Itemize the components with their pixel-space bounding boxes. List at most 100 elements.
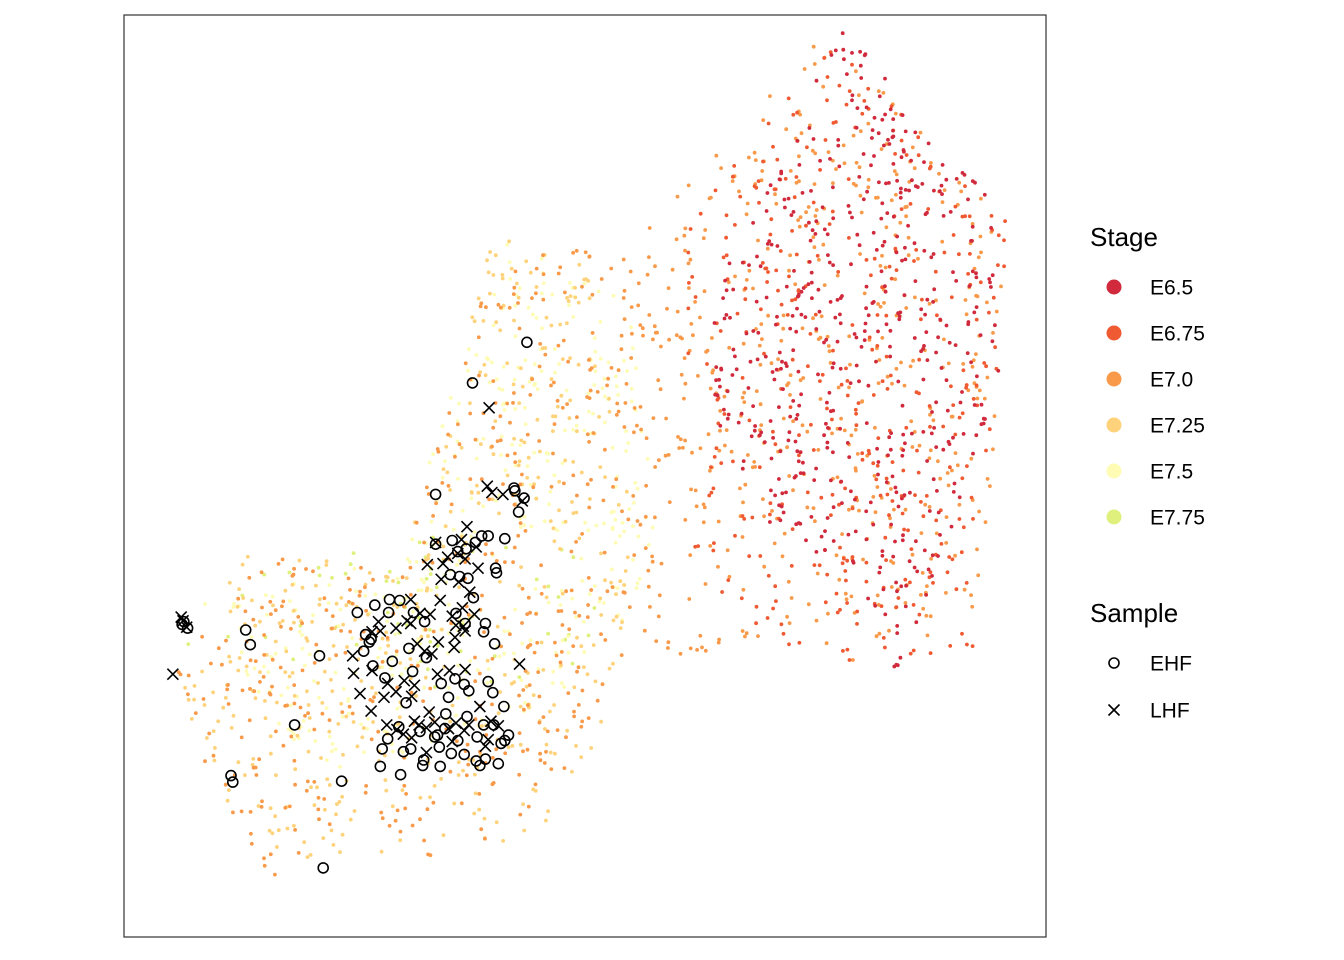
ehf-point <box>335 775 348 788</box>
stage-point <box>914 539 918 544</box>
stage-point <box>539 563 543 568</box>
stage-point <box>559 588 564 593</box>
stage-point <box>801 286 806 290</box>
stage-point <box>497 654 502 659</box>
stage-point <box>759 423 764 427</box>
stage-point <box>522 828 527 833</box>
stage-point <box>869 163 873 168</box>
stage-point <box>724 428 729 432</box>
stage-point <box>843 486 847 491</box>
stage-point <box>501 303 506 308</box>
stage-point <box>702 289 707 294</box>
stage-point <box>330 626 334 631</box>
stage-point <box>753 424 757 428</box>
stage-point <box>580 688 585 693</box>
stage-point <box>974 352 978 356</box>
stage-point <box>626 441 631 445</box>
stage-point <box>348 588 352 592</box>
ehf-point <box>498 532 511 545</box>
stage-point <box>794 252 799 257</box>
stage-point <box>904 583 908 588</box>
stage-point <box>330 575 334 580</box>
stage-point <box>651 337 655 342</box>
stage-point <box>749 434 754 439</box>
stage-point <box>330 749 334 754</box>
stage-point <box>974 317 979 322</box>
stage-point <box>322 669 327 674</box>
stage-point <box>974 275 979 280</box>
stage-point <box>521 749 525 754</box>
stage-point <box>797 453 801 458</box>
stage-point <box>819 314 824 319</box>
stage-point <box>724 313 729 317</box>
stage-point <box>831 185 835 190</box>
stage-point <box>996 263 1000 267</box>
stage-point <box>793 439 798 444</box>
stage-point <box>694 504 699 509</box>
stage-point <box>796 369 801 374</box>
stage-point <box>866 596 870 601</box>
stage-point <box>643 514 648 519</box>
stage-point <box>316 565 321 570</box>
stage-point <box>567 303 571 308</box>
stage-point <box>316 681 320 685</box>
stage-point <box>936 459 940 464</box>
stage-point <box>599 632 603 637</box>
stage-point <box>556 595 561 599</box>
stage-point <box>330 614 335 618</box>
stage-point <box>285 685 290 690</box>
stage-point <box>876 329 880 334</box>
stage-point <box>774 599 778 603</box>
stage-point <box>570 500 574 504</box>
lhf-point <box>397 728 410 741</box>
stage-point <box>302 840 307 844</box>
stage-point <box>871 522 876 527</box>
stage-point <box>569 549 574 554</box>
stage-point <box>428 640 433 644</box>
stage-point <box>449 502 454 507</box>
stage-point <box>259 570 264 575</box>
stage-point <box>288 599 292 603</box>
stage-point <box>481 319 486 323</box>
stage-point <box>422 540 426 545</box>
stage-point <box>183 685 188 690</box>
stage-point <box>788 169 793 173</box>
lhf-point <box>413 607 427 620</box>
stage-point <box>352 809 357 813</box>
stage-point <box>518 704 523 709</box>
stage-point <box>502 651 507 656</box>
stage-point <box>927 456 932 461</box>
stage-point <box>953 343 958 347</box>
stage-point <box>784 490 788 495</box>
stage-point <box>897 317 902 322</box>
ehf-point <box>461 710 473 723</box>
stage-point <box>312 679 316 683</box>
stage-point <box>862 329 867 333</box>
stage-point <box>492 654 497 659</box>
stage-point <box>756 330 761 335</box>
stage-point <box>771 429 775 434</box>
stage-point <box>445 470 450 475</box>
stage-point <box>587 409 591 414</box>
stage-point <box>825 400 829 405</box>
stage-point <box>244 669 249 673</box>
stage-point <box>249 841 254 846</box>
stage-legend-item: E6.5 <box>1106 277 1193 300</box>
stage-point <box>919 500 923 504</box>
stage-point <box>322 596 327 601</box>
stage-point <box>636 534 641 539</box>
stage-point <box>431 629 436 634</box>
stage-point <box>547 502 551 507</box>
stage-point <box>853 497 857 502</box>
stage-point <box>593 679 598 684</box>
stage-point <box>974 271 978 276</box>
stage-point <box>367 571 372 575</box>
stage-point <box>866 313 871 318</box>
stage-point <box>862 338 867 342</box>
stage-point <box>835 610 840 615</box>
stage-point <box>385 575 390 580</box>
stage-point <box>772 187 777 192</box>
stage-point <box>657 458 661 462</box>
stage-point <box>490 497 495 502</box>
